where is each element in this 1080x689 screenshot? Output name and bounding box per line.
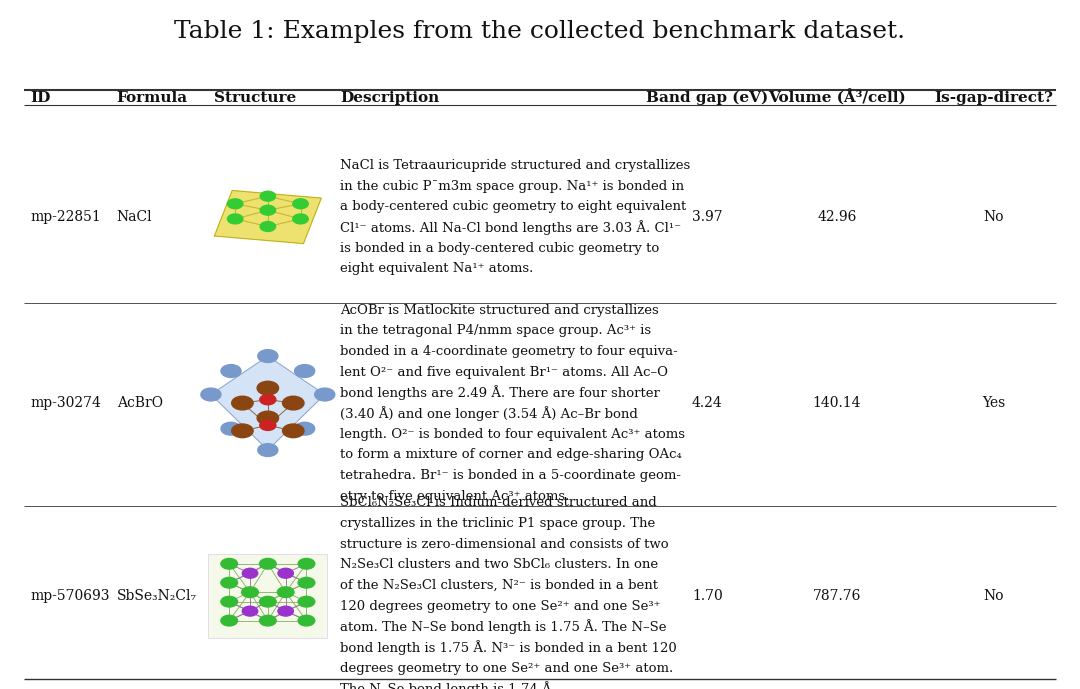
Circle shape <box>228 214 243 224</box>
Circle shape <box>259 597 276 607</box>
Circle shape <box>278 587 294 597</box>
Circle shape <box>232 396 253 410</box>
Text: eight equivalent Na¹⁺ atoms.: eight equivalent Na¹⁺ atoms. <box>340 263 534 275</box>
Circle shape <box>221 422 241 435</box>
Text: etry to five equivalent Ac³⁺ atoms.: etry to five equivalent Ac³⁺ atoms. <box>340 490 569 502</box>
Text: No: No <box>984 589 1003 603</box>
Circle shape <box>242 568 258 578</box>
Circle shape <box>314 388 335 401</box>
Circle shape <box>221 597 238 607</box>
Text: 42.96: 42.96 <box>818 210 856 224</box>
Polygon shape <box>215 190 322 243</box>
Text: SbCl₆N₂Se₃Cl is Indium-derived structured and: SbCl₆N₂Se₃Cl is Indium-derived structure… <box>340 497 657 509</box>
Text: tetrahedra. Br¹⁻ is bonded in a 5-coordinate geom-: tetrahedra. Br¹⁻ is bonded in a 5-coordi… <box>340 469 681 482</box>
Text: in the tetragonal P4/nmm space group. Ac³⁺ is: in the tetragonal P4/nmm space group. Ac… <box>340 325 651 337</box>
Text: a body-centered cubic geometry to eight equivalent: a body-centered cubic geometry to eight … <box>340 200 687 213</box>
Circle shape <box>298 577 314 588</box>
Circle shape <box>295 422 314 435</box>
Text: 1.70: 1.70 <box>692 589 723 603</box>
Circle shape <box>298 615 314 626</box>
Circle shape <box>258 350 278 362</box>
Polygon shape <box>211 356 325 450</box>
Text: Band gap (eV): Band gap (eV) <box>646 91 769 105</box>
Circle shape <box>242 606 258 616</box>
FancyBboxPatch shape <box>208 554 327 638</box>
Text: to form a mixture of corner and edge-sharing OAc₄: to form a mixture of corner and edge-sha… <box>340 449 681 461</box>
Circle shape <box>298 559 314 569</box>
Text: 120 degrees geometry to one Se²⁺ and one Se³⁺: 120 degrees geometry to one Se²⁺ and one… <box>340 600 661 613</box>
Circle shape <box>221 559 238 569</box>
Text: 787.76: 787.76 <box>813 589 861 603</box>
Circle shape <box>278 568 294 578</box>
Text: AcBrO: AcBrO <box>117 396 163 410</box>
Circle shape <box>260 205 275 215</box>
Text: mp-30274: mp-30274 <box>30 396 102 410</box>
Circle shape <box>260 420 275 431</box>
Text: AcOBr is Matlockite structured and crystallizes: AcOBr is Matlockite structured and cryst… <box>340 304 659 316</box>
Text: bond lengths are 2.49 Å. There are four shorter: bond lengths are 2.49 Å. There are four … <box>340 385 660 400</box>
Circle shape <box>228 199 243 209</box>
Text: Formula: Formula <box>117 91 188 105</box>
Text: mp-570693: mp-570693 <box>30 589 110 603</box>
Circle shape <box>221 615 238 626</box>
Circle shape <box>259 559 276 569</box>
Text: of the N₂Se₃Cl clusters, N²⁻ is bonded in a bent: of the N₂Se₃Cl clusters, N²⁻ is bonded i… <box>340 579 658 592</box>
Text: atom. The N–Se bond length is 1.75 Å. The N–Se: atom. The N–Se bond length is 1.75 Å. Th… <box>340 619 666 635</box>
Circle shape <box>257 411 279 425</box>
Circle shape <box>283 396 303 410</box>
Text: lent O²⁻ and five equivalent Br¹⁻ atoms. All Ac–O: lent O²⁻ and five equivalent Br¹⁻ atoms.… <box>340 366 669 378</box>
Text: NaCl: NaCl <box>117 210 152 224</box>
Circle shape <box>293 214 308 224</box>
Text: crystallizes in the triclinic P1 space group. The: crystallizes in the triclinic P1 space g… <box>340 517 656 530</box>
Text: SbSe₃N₂Cl₇: SbSe₃N₂Cl₇ <box>117 589 197 603</box>
Circle shape <box>259 615 276 626</box>
Text: Yes: Yes <box>982 396 1005 410</box>
Text: No: No <box>984 210 1003 224</box>
Text: in the cubic P¯m3m space group. Na¹⁺ is bonded in: in the cubic P¯m3m space group. Na¹⁺ is … <box>340 180 685 192</box>
Text: bond length is 1.75 Å. N³⁻ is bonded in a bent 120: bond length is 1.75 Å. N³⁻ is bonded in … <box>340 640 677 655</box>
Text: structure is zero-dimensional and consists of two: structure is zero-dimensional and consis… <box>340 538 669 551</box>
Text: (3.40 Å) and one longer (3.54 Å) Ac–Br bond: (3.40 Å) and one longer (3.54 Å) Ac–Br b… <box>340 406 638 421</box>
Circle shape <box>260 395 275 404</box>
Circle shape <box>201 388 221 401</box>
Circle shape <box>260 222 275 232</box>
Text: 4.24: 4.24 <box>692 396 723 410</box>
Text: 3.97: 3.97 <box>692 210 723 224</box>
Text: N₂Se₃Cl clusters and two SbCl₆ clusters. In one: N₂Se₃Cl clusters and two SbCl₆ clusters.… <box>340 559 659 571</box>
Circle shape <box>242 587 258 597</box>
Text: Description: Description <box>340 91 440 105</box>
Circle shape <box>295 364 314 378</box>
Text: Table 1: Examples from the collected benchmark dataset.: Table 1: Examples from the collected ben… <box>175 19 905 43</box>
Circle shape <box>293 199 308 209</box>
Circle shape <box>283 424 303 438</box>
Circle shape <box>221 364 241 378</box>
Circle shape <box>221 577 238 588</box>
Circle shape <box>257 381 279 395</box>
Circle shape <box>278 606 294 616</box>
Text: The N–Se bond length is 1.74 Å...: The N–Se bond length is 1.74 Å... <box>340 681 565 689</box>
Text: length. O²⁻ is bonded to four equivalent Ac³⁺ atoms: length. O²⁻ is bonded to four equivalent… <box>340 428 685 440</box>
Text: degrees geometry to one Se²⁺ and one Se³⁺ atom.: degrees geometry to one Se²⁺ and one Se³… <box>340 662 674 675</box>
Text: Cl¹⁻ atoms. All Na-Cl bond lengths are 3.03 Å. Cl¹⁻: Cl¹⁻ atoms. All Na-Cl bond lengths are 3… <box>340 220 681 235</box>
Text: ID: ID <box>30 91 51 105</box>
Text: mp-22851: mp-22851 <box>30 210 102 224</box>
Text: is bonded in a body-centered cubic geometry to: is bonded in a body-centered cubic geome… <box>340 242 660 254</box>
Text: Is-gap-direct?: Is-gap-direct? <box>934 91 1053 105</box>
Circle shape <box>298 597 314 607</box>
Text: Structure: Structure <box>214 91 296 105</box>
Text: Volume (Å³/cell): Volume (Å³/cell) <box>768 90 906 106</box>
Circle shape <box>258 444 278 457</box>
Text: 140.14: 140.14 <box>813 396 861 410</box>
Text: bonded in a 4-coordinate geometry to four equiva-: bonded in a 4-coordinate geometry to fou… <box>340 345 678 358</box>
Circle shape <box>260 192 275 201</box>
Circle shape <box>232 424 253 438</box>
Text: NaCl is Tetraauricupride structured and crystallizes: NaCl is Tetraauricupride structured and … <box>340 159 690 172</box>
